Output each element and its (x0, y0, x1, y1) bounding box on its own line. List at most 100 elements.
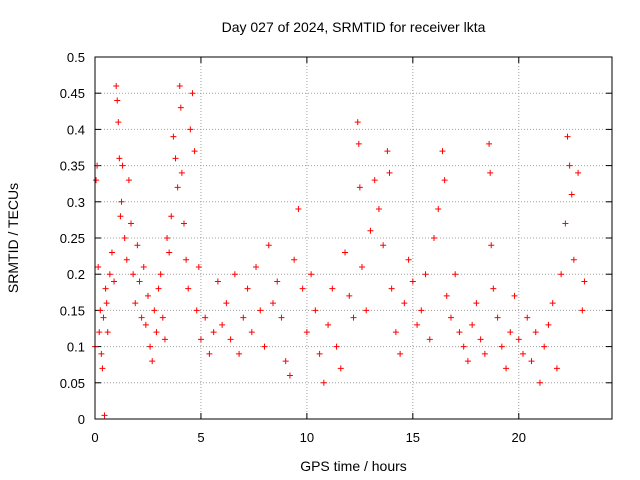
data-point (113, 82, 120, 89)
data-point (278, 314, 285, 321)
data-point (536, 379, 543, 386)
data-point (329, 285, 336, 292)
data-point (456, 329, 463, 336)
data-point (473, 300, 480, 307)
data-point (253, 263, 260, 270)
data-point (350, 314, 357, 321)
data-point (180, 220, 187, 227)
data-point (346, 292, 353, 299)
data-point (99, 365, 106, 372)
data-point (367, 227, 374, 234)
y-axis-label: SRMTID / TECUs (5, 183, 21, 293)
data-point (426, 336, 433, 343)
data-point (178, 169, 185, 176)
chart-title: Day 027 of 2024, SRMTID for receiver lkt… (222, 19, 486, 35)
data-point (443, 292, 450, 299)
data-point (375, 206, 382, 213)
data-point (132, 300, 139, 307)
data-point (116, 155, 123, 162)
data-point (363, 307, 370, 314)
data-point (511, 292, 518, 299)
x-axis-label: GPS time / hours (300, 458, 407, 474)
x-tick-label: 5 (197, 430, 204, 445)
data-point (223, 300, 230, 307)
data-point (422, 271, 429, 278)
data-point (269, 300, 276, 307)
data-point (477, 336, 484, 343)
data-point (308, 271, 315, 278)
data-point (320, 379, 327, 386)
grid (95, 57, 612, 419)
x-tick-label: 20 (512, 430, 526, 445)
data-point (386, 169, 393, 176)
y-tick-label: 0.15 (60, 303, 85, 318)
data-point (498, 343, 505, 350)
data-point (291, 256, 298, 263)
data-point (172, 155, 179, 162)
data-point (414, 321, 421, 328)
data-point (119, 162, 126, 169)
data-point (261, 343, 268, 350)
data-point (520, 350, 527, 357)
data-point (177, 104, 184, 111)
data-point (295, 206, 302, 213)
data-point (174, 184, 181, 191)
data-point (115, 119, 122, 126)
data-point (265, 242, 272, 249)
y-tick-label: 0.5 (67, 50, 85, 65)
data-point (121, 235, 128, 241)
data-point (170, 133, 177, 140)
data-point (185, 285, 192, 292)
data-point (236, 350, 243, 357)
data-point (106, 271, 113, 278)
data-point (227, 336, 234, 343)
y-tick-label: 0.45 (60, 86, 85, 101)
data-point (316, 350, 323, 357)
data-point (392, 329, 399, 336)
data-point (240, 314, 247, 321)
data-point (189, 90, 196, 97)
data-point (356, 184, 363, 191)
x-tick-label: 10 (300, 430, 314, 445)
data-point (111, 278, 118, 285)
data-point (507, 329, 514, 336)
data-point (93, 177, 100, 184)
data-point (98, 350, 105, 357)
data-point (515, 336, 522, 343)
data-point (125, 177, 132, 184)
data-point (130, 271, 137, 278)
data-point (553, 365, 560, 372)
data-point (96, 329, 103, 336)
data-point (136, 278, 143, 285)
data-point (195, 263, 202, 270)
data-point (299, 285, 306, 292)
data-point (257, 307, 264, 314)
data-point (134, 242, 141, 249)
data-point (494, 314, 501, 321)
data-point (286, 372, 293, 379)
data-point (503, 365, 510, 372)
data-point (118, 198, 125, 205)
data-point (157, 271, 164, 278)
y-tick-label: 0.4 (67, 122, 85, 137)
data-point (325, 321, 332, 328)
data-point (164, 235, 171, 241)
data-point (488, 242, 495, 249)
data-point (101, 412, 108, 419)
data-point (193, 307, 200, 314)
data-point (354, 119, 361, 126)
data-point (142, 321, 149, 328)
data-point (570, 256, 577, 263)
data-point (447, 314, 454, 321)
data-point (481, 350, 488, 357)
data-point (155, 285, 162, 292)
data-point (532, 329, 539, 336)
data-point (166, 249, 173, 256)
data-point (244, 285, 251, 292)
data-point (401, 300, 408, 307)
data-point (219, 321, 226, 328)
data-point (528, 358, 535, 365)
data-point (231, 271, 238, 278)
data-point (114, 97, 121, 104)
data-point (490, 285, 497, 292)
